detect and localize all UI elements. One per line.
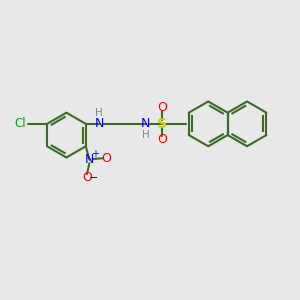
- Text: −: −: [89, 172, 98, 183]
- Text: O: O: [157, 101, 167, 114]
- Text: O: O: [101, 152, 111, 165]
- Text: N: N: [94, 117, 104, 130]
- Text: S: S: [157, 117, 167, 131]
- Text: O: O: [82, 171, 92, 184]
- Text: Cl: Cl: [14, 117, 26, 130]
- Text: N: N: [85, 153, 94, 166]
- Text: H: H: [95, 107, 103, 118]
- Text: +: +: [91, 149, 99, 159]
- Text: N: N: [141, 117, 150, 130]
- Text: O: O: [157, 134, 167, 146]
- Text: H: H: [142, 130, 149, 140]
